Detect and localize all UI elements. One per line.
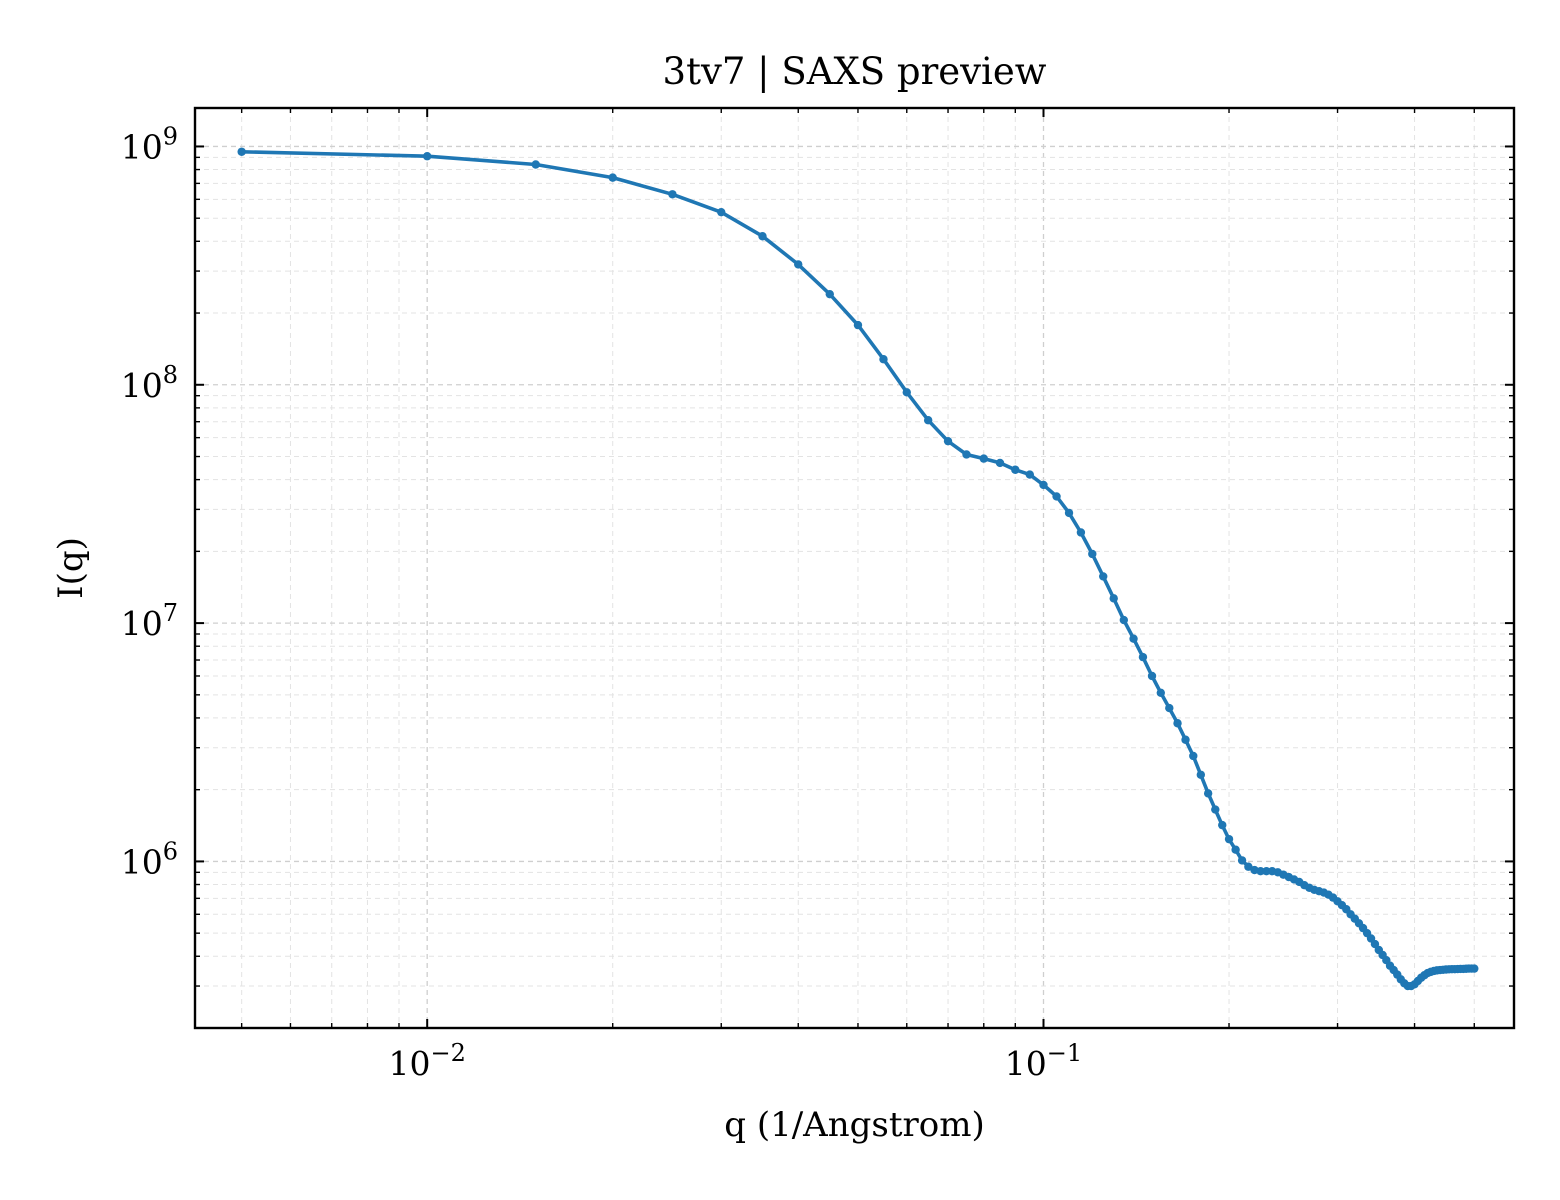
data-point bbox=[422, 152, 432, 161]
data-point bbox=[1025, 470, 1034, 479]
data-point bbox=[1262, 866, 1271, 876]
data-point bbox=[1196, 770, 1206, 779]
data-point bbox=[794, 260, 803, 269]
data-point bbox=[608, 173, 617, 182]
y-axis-label: I(q) bbox=[51, 537, 91, 599]
data-point bbox=[1088, 549, 1097, 559]
x-tick-label: 10−1 bbox=[1005, 1039, 1082, 1083]
chart-title: 3tv7 | SAXS preview bbox=[663, 50, 1047, 93]
data-point bbox=[1156, 688, 1165, 697]
y-tick-label: 106 bbox=[121, 837, 178, 881]
data-point bbox=[923, 416, 933, 425]
data-point bbox=[995, 458, 1005, 468]
data-point bbox=[1099, 572, 1108, 581]
data-point bbox=[1119, 615, 1129, 625]
y-tick-label: 107 bbox=[121, 599, 178, 643]
data-point bbox=[758, 232, 767, 241]
x-tick-label: 10−2 bbox=[388, 1039, 465, 1083]
data-point bbox=[1224, 834, 1234, 844]
data-point bbox=[1129, 634, 1138, 643]
data-point bbox=[962, 450, 971, 459]
data-point bbox=[1147, 671, 1157, 681]
data-point bbox=[879, 355, 888, 364]
data-point bbox=[825, 289, 834, 299]
axes-frame bbox=[193, 106, 1516, 1030]
data-point bbox=[1109, 594, 1118, 603]
data-point bbox=[237, 147, 246, 156]
data-point bbox=[1189, 751, 1198, 761]
data-point bbox=[1181, 735, 1190, 744]
data-point bbox=[1138, 652, 1148, 662]
data-point bbox=[1211, 805, 1220, 814]
data-point bbox=[717, 207, 726, 217]
data-point bbox=[1039, 480, 1048, 490]
y-tick-label: 109 bbox=[121, 122, 178, 166]
data-point bbox=[1244, 862, 1253, 871]
data-point bbox=[531, 160, 540, 169]
data-point bbox=[1218, 820, 1227, 830]
data-point bbox=[1237, 856, 1247, 865]
y-tick-label: 108 bbox=[121, 361, 178, 405]
data-point bbox=[943, 436, 953, 446]
series-layer bbox=[237, 147, 1479, 991]
data-point bbox=[902, 388, 911, 397]
data-point bbox=[1165, 703, 1174, 713]
grid bbox=[195, 108, 1514, 1029]
data-point bbox=[668, 190, 677, 199]
data-point bbox=[1203, 789, 1213, 798]
x-axis-label: q (1/Angstrom) bbox=[724, 1105, 984, 1145]
data-point bbox=[1011, 465, 1020, 474]
data-point bbox=[853, 320, 863, 330]
data-point bbox=[1470, 964, 1479, 973]
data-point bbox=[1076, 528, 1086, 537]
data-point bbox=[1052, 492, 1061, 501]
data-point bbox=[1064, 508, 1074, 518]
data-point bbox=[1173, 719, 1182, 728]
ticks: 10−2 10−1 106 107 108 109 bbox=[121, 108, 1514, 1083]
data-point bbox=[1231, 845, 1240, 854]
data-point bbox=[1256, 866, 1265, 876]
data-point bbox=[979, 454, 988, 463]
